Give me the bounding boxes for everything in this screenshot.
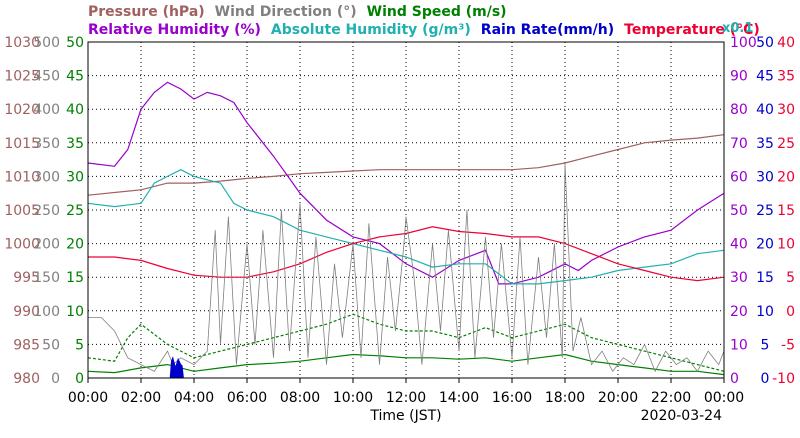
pressure-tick-label: 1020 <box>4 102 40 118</box>
series-temperature-c <box>88 226 725 282</box>
legend-top-item: Pressure (hPa) <box>88 4 205 20</box>
series-wind-gust-m-s <box>87 313 725 372</box>
humidity-tick-label: 80 <box>730 102 748 118</box>
grid-layer <box>88 42 724 378</box>
wind-speed-tick-label: 15 <box>66 270 84 286</box>
x-tick-label: 18:00 <box>545 390 585 406</box>
x-tick-label: 06:00 <box>227 390 267 406</box>
humidity-tick-label: 70 <box>730 136 748 152</box>
humidity-tick-label: 100 <box>730 35 757 51</box>
humidity-tick-label: 20 <box>730 304 748 320</box>
temperature-tick-label: 35 <box>777 69 795 85</box>
temperature-tick-label: 0 <box>786 304 795 320</box>
legend-second-item: Relative Humidity (%) <box>88 22 261 38</box>
wind-speed-tick-label: 45 <box>66 69 84 85</box>
x-axis-label: Time (JST) <box>369 408 441 424</box>
legend-top-item: Wind Speed (m/s) <box>367 4 507 20</box>
wind-direction-tick-label: 0 <box>51 371 60 387</box>
humidity-tick-label: 90 <box>730 69 748 85</box>
series-layer <box>87 81 725 379</box>
rain-rate-tick-label: 25 <box>756 203 774 219</box>
rain-rate-tick-label: 30 <box>756 169 774 185</box>
legend-top-item: Wind Direction (°) <box>215 4 357 20</box>
legend-second-item: Temperature (°C) <box>624 22 760 38</box>
wind-direction-tick-label: 100 <box>33 304 60 320</box>
rain-rate-tick-label: 45 <box>756 69 774 85</box>
rain-rate-tick-label: 20 <box>756 237 774 253</box>
wind-speed-tick-label: 35 <box>66 136 84 152</box>
x-tick-label: 10:00 <box>333 390 373 406</box>
temperature-tick-label: 20 <box>777 169 795 185</box>
legend-layer: Pressure (hPa) Wind Direction (°) Wind Spe… <box>88 4 760 38</box>
pressure-tick-label: 1000 <box>4 237 40 253</box>
wind-direction-tick-label: 50 <box>42 337 60 353</box>
pressure-tick-label: 1015 <box>4 136 40 152</box>
x-tick-label: 00:00 <box>68 390 108 406</box>
wind-speed-tick-label: 40 <box>66 102 84 118</box>
wind-speed-tick-label: 5 <box>75 337 84 353</box>
axis-layer: 00:00 02:00 04:00 06:00 08:00 10:00 12:00 14:00… <box>4 35 795 406</box>
x-tick-label: 08:00 <box>280 390 320 406</box>
humidity-tick-label: 60 <box>730 169 748 185</box>
temperature-tick-label: 40 <box>777 35 795 51</box>
temperature-tick-label: 10 <box>777 237 795 253</box>
rain-rate-tick-label: 5 <box>761 337 770 353</box>
temperature-tick-label: -10 <box>772 371 795 387</box>
pressure-tick-label: 1025 <box>4 69 40 85</box>
temperature-tick-label: 5 <box>786 270 795 286</box>
date-label: 2020-03-24 <box>641 408 722 424</box>
wind-direction-tick-label: 350 <box>33 136 60 152</box>
pressure-tick-label: 1010 <box>4 169 40 185</box>
temperature-tick-label: 25 <box>777 136 795 152</box>
x-tick-label: 16:00 <box>492 390 532 406</box>
wind-direction-tick-label: 500 <box>33 35 60 51</box>
rain-rate-tick-label: 10 <box>756 304 774 320</box>
wind-speed-tick-label: 25 <box>66 203 84 219</box>
temperature-tick-label: -5 <box>781 337 795 353</box>
legend-second-item: Rain Rate(mm/h) <box>481 22 614 38</box>
humidity-tick-label: 0 <box>730 371 739 387</box>
wind-speed-tick-label: 20 <box>66 237 84 253</box>
x-tick-label: 22:00 <box>651 390 691 406</box>
temperature-tick-label: 30 <box>777 102 795 118</box>
rain-rate-tick-label: 35 <box>756 136 774 152</box>
rain-rate-tick-label: 0 <box>761 371 770 387</box>
x-tick-label: 12:00 <box>386 390 426 406</box>
rain-rate-tick-label: 40 <box>756 102 774 118</box>
pressure-tick-label: 980 <box>13 371 40 387</box>
humidity-tick-label: 50 <box>730 203 748 219</box>
rain-rate-tick-label: 15 <box>756 270 774 286</box>
pressure-tick-label: 985 <box>13 337 40 353</box>
wind-direction-tick-label: 400 <box>33 102 60 118</box>
humidity-tick-label: 30 <box>730 270 748 286</box>
pressure-tick-label: 1005 <box>4 203 40 219</box>
pressure-tick-label: 1030 <box>4 35 40 51</box>
wind-direction-tick-label: 450 <box>33 69 60 85</box>
wind-direction-tick-label: 250 <box>33 203 60 219</box>
wind-direction-tick-label: 200 <box>33 237 60 253</box>
x-tick-label: 20:00 <box>598 390 638 406</box>
pressure-tick-label: 990 <box>13 304 40 320</box>
humidity-tick-label: 40 <box>730 237 748 253</box>
series-wind-direction <box>88 162 725 373</box>
wind-speed-tick-label: 30 <box>66 169 84 185</box>
wind-speed-tick-label: 50 <box>66 35 84 51</box>
temperature-tick-label: 15 <box>777 203 795 219</box>
x-tick-label: 00:00 <box>704 390 744 406</box>
x-tick-label: 14:00 <box>439 390 479 406</box>
x-tick-label: 04:00 <box>174 390 214 406</box>
x-tick-label: 02:00 <box>121 390 161 406</box>
wind-direction-tick-label: 300 <box>33 169 60 185</box>
humidity-tick-label: 10 <box>730 337 748 353</box>
legend-second-item: Absolute Humidity (g/m³) <box>271 22 471 38</box>
wind-direction-tick-label: 150 <box>33 270 60 286</box>
wind-speed-tick-label: 10 <box>66 304 84 320</box>
rain-rate-tick-label: 50 <box>756 35 774 51</box>
wind-speed-tick-label: 0 <box>75 371 84 387</box>
rain-scale-note: x0.1 <box>722 21 753 36</box>
pressure-tick-label: 995 <box>13 270 40 286</box>
